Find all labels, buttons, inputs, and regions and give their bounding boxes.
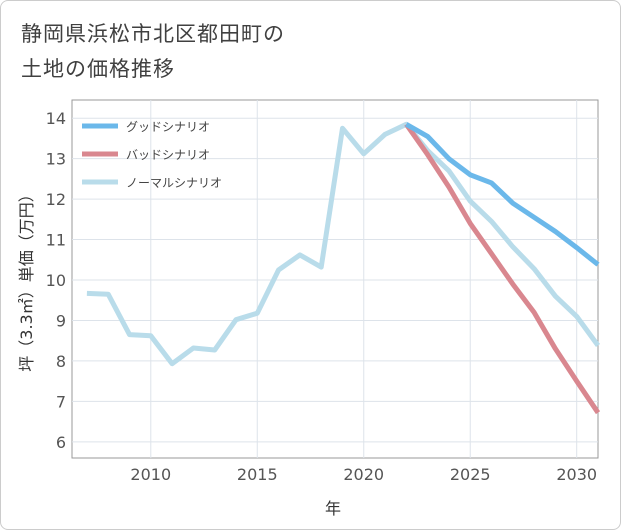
series-line-bad — [404, 122, 601, 415]
y-tick-label: 10 — [46, 271, 66, 290]
y-axis-label: 坪（3.3㎡）単価（万円） — [17, 186, 36, 371]
y-axis-ticks: 6 7 8 9 10 11 12 13 14 — [46, 109, 66, 452]
chart-title: 静岡県浜松市北区都田町の 土地の価格推移 — [21, 17, 285, 87]
y-tick-label: 8 — [56, 352, 66, 371]
x-tick-label: 2025 — [450, 465, 491, 484]
y-tick-label: 14 — [46, 109, 66, 128]
y-tick-label: 13 — [46, 150, 66, 169]
y-tick-label: 7 — [56, 392, 66, 411]
legend-label-bad: バッドシナリオ — [126, 148, 210, 162]
x-tick-label: 2010 — [130, 465, 171, 484]
series-line-normal — [86, 121, 601, 367]
series-line-good — [405, 122, 600, 267]
y-tick-label: 6 — [56, 433, 66, 452]
y-tick-label: 9 — [56, 311, 66, 330]
x-tick-label: 2020 — [343, 465, 384, 484]
y-tick-label: 11 — [46, 231, 66, 250]
legend-label-normal: ノーマルシナリオ — [126, 176, 222, 190]
x-tick-label: 2030 — [556, 465, 597, 484]
x-axis-label: 年 — [325, 499, 341, 518]
x-axis-ticks: 2010 2015 2020 2025 2030 — [130, 465, 597, 484]
legend-label-good: グッドシナリオ — [126, 120, 210, 134]
y-tick-label: 12 — [46, 190, 66, 209]
x-tick-label: 2015 — [237, 465, 278, 484]
grid — [72, 100, 598, 458]
chart-title-line-1: 静岡県浜松市北区都田町の — [21, 22, 285, 46]
chart-title-line-2: 土地の価格推移 — [21, 57, 175, 81]
series-lines — [86, 121, 601, 415]
